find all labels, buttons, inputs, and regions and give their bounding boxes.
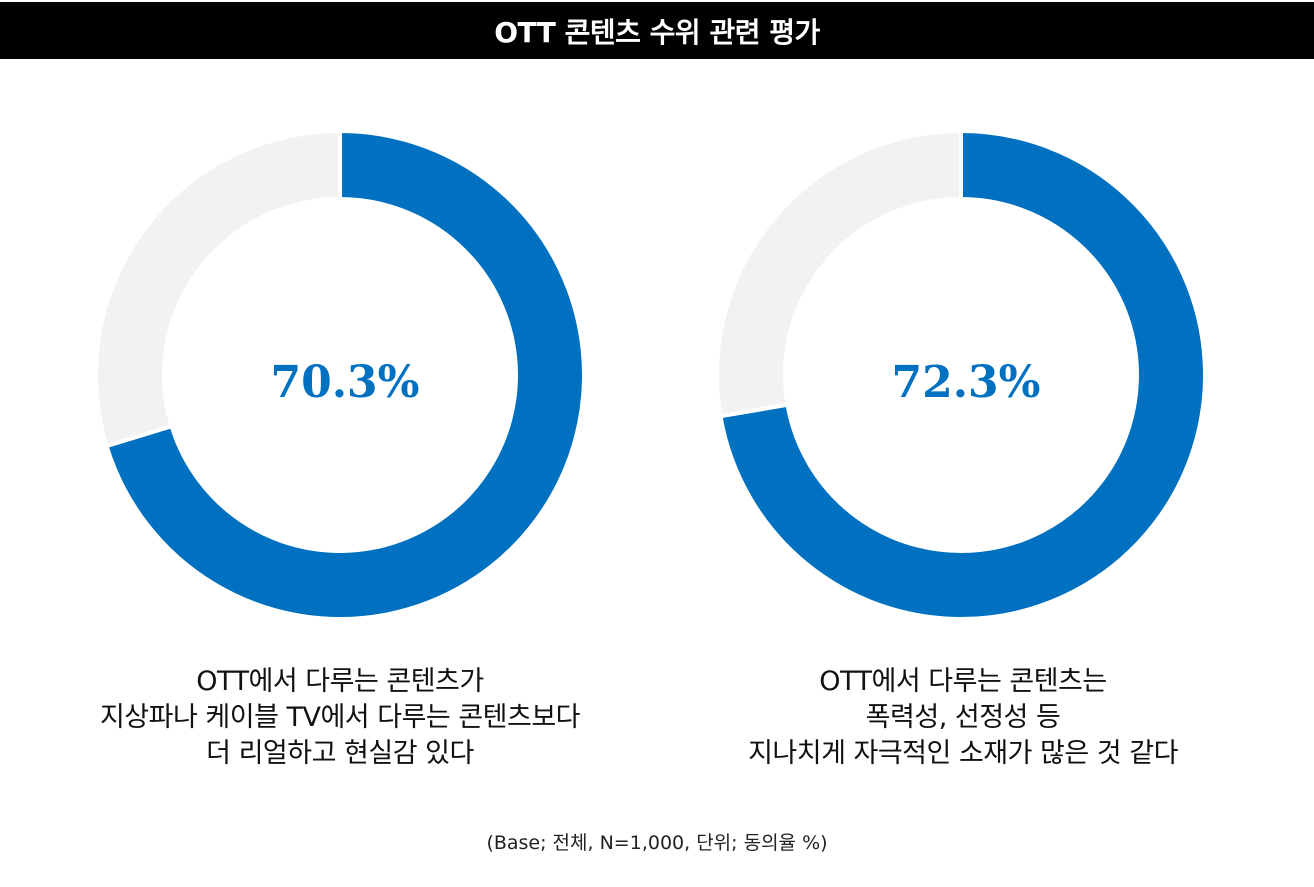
donut-right-agree-slice bbox=[718, 128, 1207, 621]
donut-left-remainder-slice bbox=[94, 128, 342, 449]
caption-right-line-1: OTT에서 다루는 콘텐츠는 bbox=[819, 666, 1107, 697]
donut-left-value-label: 70.3% bbox=[271, 357, 420, 408]
donut-right-remainder-slice bbox=[715, 128, 963, 419]
caption-left-line-2: 지상파나 케이블 TV에서 다루는 콘텐츠보다 bbox=[99, 702, 581, 733]
donut-left-agree-slice bbox=[104, 128, 586, 621]
caption-right: OTT에서 다루는 콘텐츠는 폭력성, 선정성 등 지나치게 자극적인 소재가 … bbox=[643, 664, 1283, 772]
base-note: (Base; 전체, N=1,000, 단위; 동의율 %) bbox=[486, 832, 828, 854]
chart-title: OTT 콘텐츠 수위 관련 평가 bbox=[494, 15, 820, 49]
donut-right-value-label: 72.3% bbox=[892, 357, 1041, 408]
caption-left-line-3: 더 리얼하고 현실감 있다 bbox=[206, 738, 474, 769]
caption-right-line-3: 지나치게 자극적인 소재가 많은 것 같다 bbox=[748, 738, 1178, 769]
title-bar: OTT 콘텐츠 수위 관련 평가 bbox=[0, 2, 1314, 59]
caption-left-line-1: OTT에서 다루는 콘텐츠가 bbox=[196, 666, 484, 697]
caption-left: OTT에서 다루는 콘텐츠가 지상파나 케이블 TV에서 다루는 콘텐츠보다 더… bbox=[20, 664, 660, 772]
caption-right-line-2: 폭력성, 선정성 등 bbox=[865, 702, 1061, 733]
